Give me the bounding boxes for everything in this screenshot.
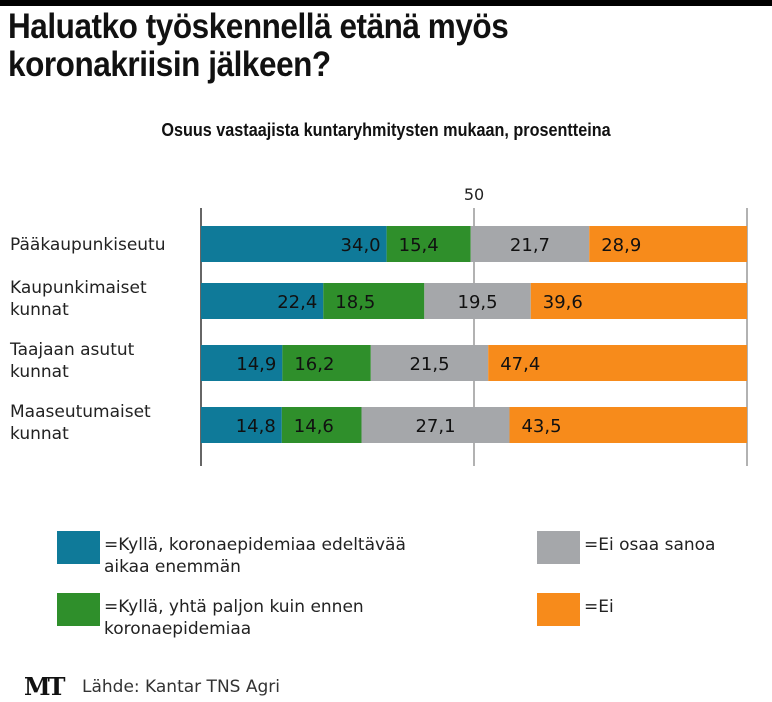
legend-swatch <box>57 593 100 626</box>
category-label: Pääkaupunkiseutu <box>10 235 166 255</box>
bar-segment <box>509 407 747 443</box>
source-note: Lähde: Kantar TNS Agri <box>82 677 280 697</box>
bar-segment <box>282 345 371 381</box>
bar-segment <box>323 283 425 319</box>
bar-segment <box>470 226 590 262</box>
bar-segment <box>281 407 362 443</box>
legend-label: =Kyllä, yhtä paljon kuin ennen koronaepid… <box>104 597 364 639</box>
legend-label: =Kyllä, koronaepidemiaa edeltävää aikaa e… <box>104 535 406 577</box>
data-label: 14,9 <box>236 354 276 375</box>
bar-segment <box>386 226 471 262</box>
legend-label: =Ei <box>584 597 614 617</box>
data-label: 16,2 <box>294 354 334 375</box>
x-tick-label: 50 <box>464 185 484 204</box>
data-label: 22,4 <box>277 292 317 313</box>
category-label: kunnat <box>10 362 69 382</box>
data-label: 28,9 <box>601 235 641 256</box>
bar-segment <box>201 226 387 262</box>
bar-segment <box>530 283 747 319</box>
bar-segment <box>361 407 510 443</box>
category-label: Kaupunkimaiset <box>10 278 147 298</box>
data-label: 15,4 <box>399 235 439 256</box>
bar-segment <box>488 345 747 381</box>
top-bar <box>0 0 772 6</box>
legend-swatch <box>57 531 100 564</box>
category-label: kunnat <box>10 424 69 444</box>
mt-logo: MT <box>24 672 65 701</box>
chart-subtitle: Osuus vastaajista kuntaryhmitysten mukaa… <box>161 120 611 140</box>
data-label: 14,6 <box>294 416 334 437</box>
bar-segment <box>370 345 489 381</box>
bar-segment <box>424 283 531 319</box>
data-label: 34,0 <box>341 235 381 256</box>
data-label: 21,7 <box>510 235 550 256</box>
legend-swatch <box>537 593 580 626</box>
data-label: 43,5 <box>521 416 561 437</box>
bar-segment <box>201 407 282 443</box>
category-label: kunnat <box>10 300 69 320</box>
data-label: 18,5 <box>335 292 375 313</box>
data-label: 19,5 <box>458 292 498 313</box>
bar-segment <box>201 283 324 319</box>
legend-swatch <box>537 531 580 564</box>
category-label: Maaseutumaiset <box>10 402 151 422</box>
data-label: 39,6 <box>543 292 583 313</box>
data-label: 27,1 <box>415 416 455 437</box>
data-label: 47,4 <box>500 354 540 375</box>
legend-label: =Ei osaa sanoa <box>584 535 716 555</box>
data-label: 21,5 <box>409 354 449 375</box>
chart-title: Haluatko työskennellä etänä myös koronak… <box>8 7 509 84</box>
category-label: Taajaan asutut <box>9 340 135 360</box>
data-label: 14,8 <box>236 416 276 437</box>
bar-segment <box>201 345 283 381</box>
bar-segment <box>589 226 747 262</box>
